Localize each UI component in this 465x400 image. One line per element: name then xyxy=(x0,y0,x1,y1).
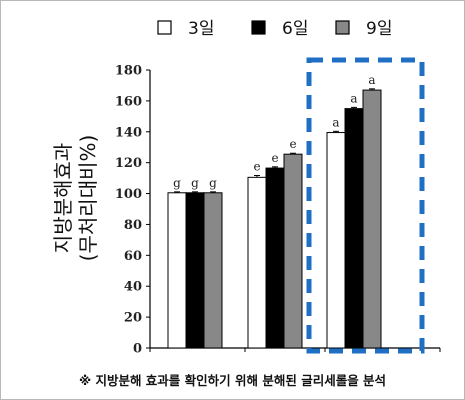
bar-group0-1 xyxy=(185,192,205,349)
significance-letter: g xyxy=(173,176,181,190)
y-tick-label: 160 xyxy=(115,94,142,109)
y-tick-label: 80 xyxy=(124,218,142,233)
footnote: ※ 지방분해 효과를 확인하기 위해 분해된 글리세롤을 분석 xyxy=(78,373,387,388)
bar-group2-1 xyxy=(344,108,364,349)
bar-group2-2 xyxy=(362,89,382,349)
significance-letter: e xyxy=(271,151,278,165)
y-axis-label-line-0: 지방분해효과 xyxy=(51,143,75,253)
significance-letter: a xyxy=(350,91,357,105)
significance-letter: g xyxy=(209,176,217,190)
bar-group1-2 xyxy=(283,153,303,349)
y-tick-label: 140 xyxy=(115,125,142,140)
significance-letter: a xyxy=(332,115,339,129)
legend-swatch-1 xyxy=(251,20,266,35)
bar-group1-1 xyxy=(265,167,285,349)
highlight-box xyxy=(306,57,425,354)
bars xyxy=(167,88,382,349)
y-tick-label: 20 xyxy=(124,311,142,326)
y-axis-label: 지방분해효과 (무처리대비%) xyxy=(51,135,100,262)
y-tick-label: 60 xyxy=(124,249,142,264)
y-tick-label: 180 xyxy=(115,64,142,79)
legend-swatch-0 xyxy=(157,20,172,35)
highlight-dashed-box xyxy=(306,57,425,354)
significance-letter: a xyxy=(368,73,375,87)
y-tick-label: 100 xyxy=(115,187,142,202)
y-tick-label: 40 xyxy=(124,280,142,295)
bar-group0-2 xyxy=(203,192,223,349)
legend-label-0: 3일 xyxy=(188,19,214,39)
legend-label-2: 9일 xyxy=(366,19,392,39)
y-tick-label: 120 xyxy=(115,156,142,171)
bar-group0-0 xyxy=(167,192,187,349)
bar-group1-0 xyxy=(247,176,267,349)
significance-letter: e xyxy=(253,159,260,173)
legend-swatch-2 xyxy=(335,20,350,35)
significance-letter: e xyxy=(289,137,296,151)
legend: 3일 6일 9일 xyxy=(157,19,392,39)
y-axis-label-line-1: (무처리대비%) xyxy=(76,135,100,262)
bar-group2-0 xyxy=(326,132,346,349)
significance-letter: g xyxy=(191,176,199,190)
y-tick-label: 0 xyxy=(133,342,142,357)
legend-label-1: 6일 xyxy=(282,19,308,39)
